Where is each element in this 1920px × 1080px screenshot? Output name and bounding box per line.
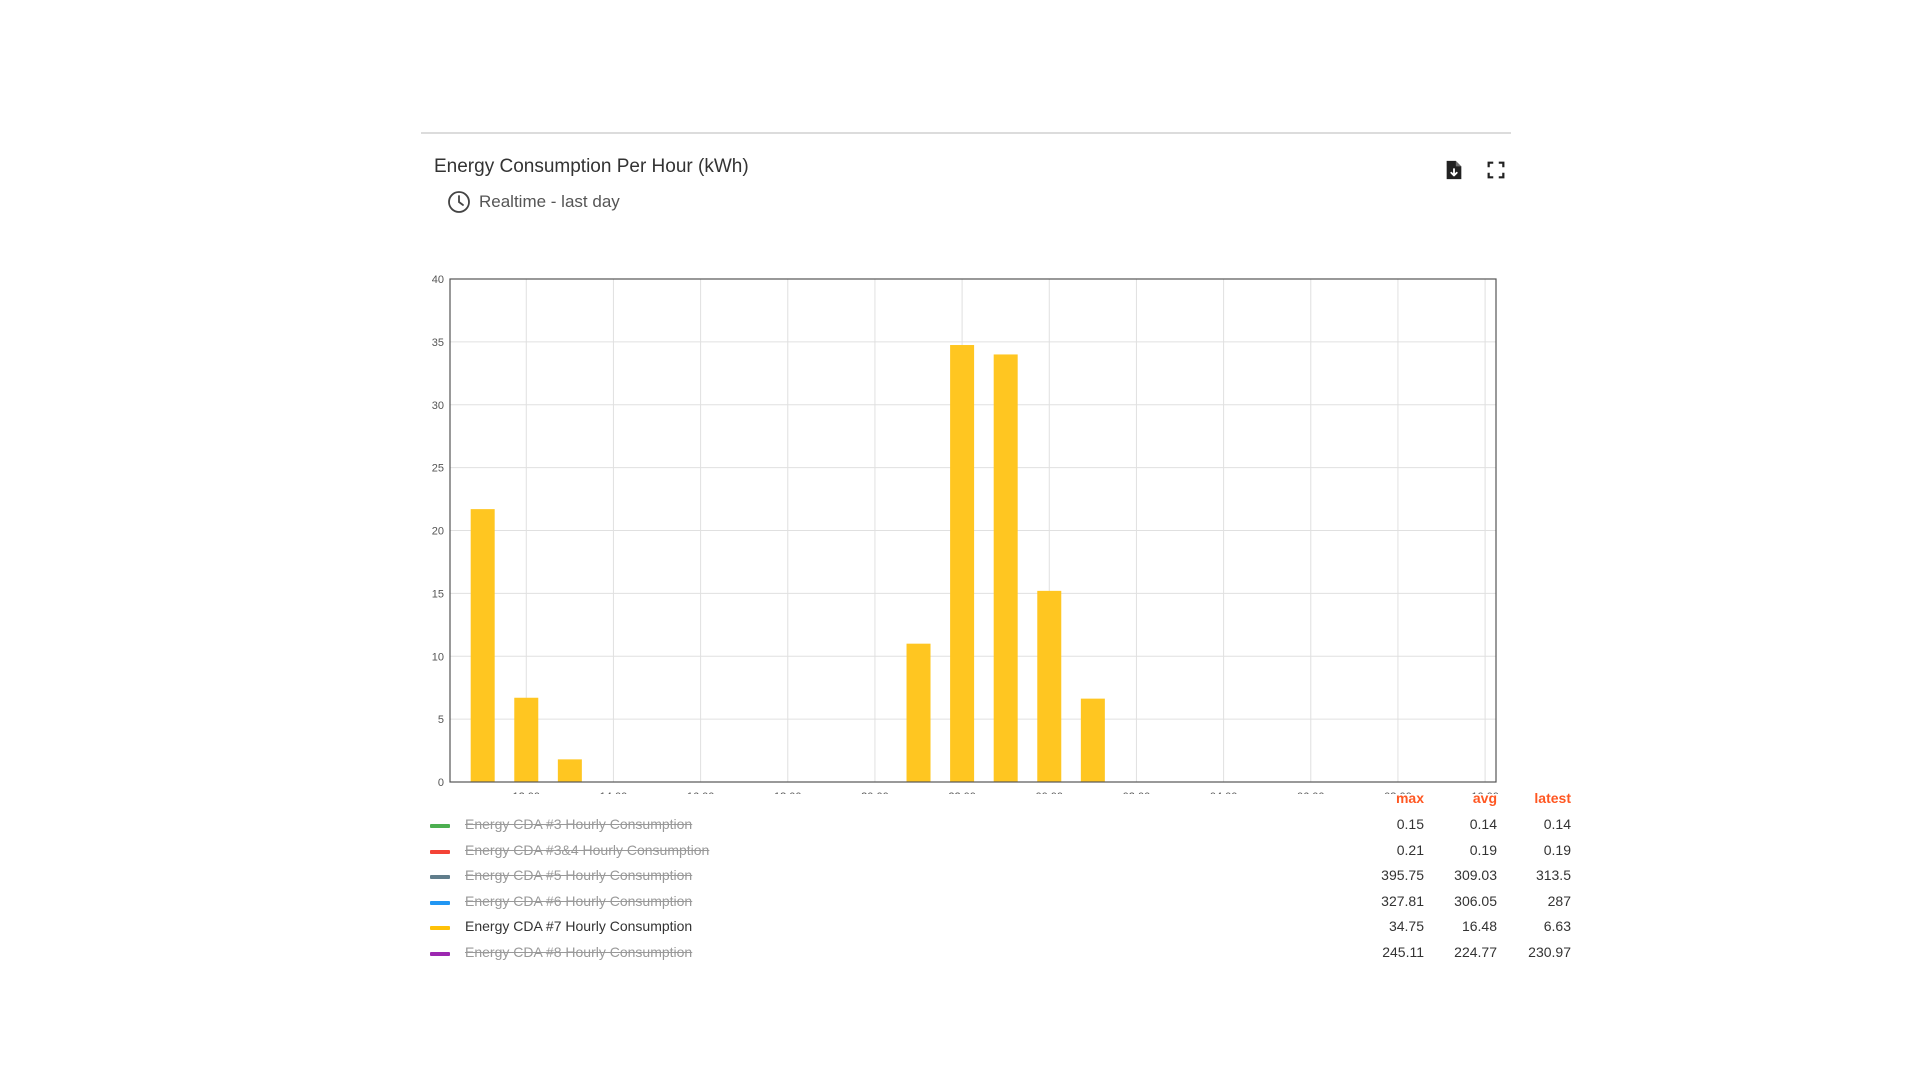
bar-chart: 0 5 10 15 20 25 30 35 40 12:00 14:00 16:00 18:00 20:0…	[432, 274, 1499, 794]
legend-swatch	[430, 824, 450, 828]
legend-value-avg: 0.14	[1469, 816, 1497, 832]
plot-frame	[449, 278, 1497, 783]
x-tick-label: 18:00	[774, 791, 802, 794]
legend-value-latest: 313.5	[1535, 867, 1571, 883]
widget-actions	[1443, 159, 1507, 181]
legend-header-max: max	[1395, 790, 1424, 806]
legend-header-avg: avg	[1472, 790, 1497, 806]
legend-value-max: 395.75	[1381, 867, 1424, 883]
y-tick-label: 15	[432, 588, 444, 600]
x-tick-label: 04:00	[1210, 791, 1238, 794]
legend-value-avg: 16.48	[1461, 918, 1497, 934]
bar	[950, 345, 975, 782]
legend-item[interactable]: Energy CDA #3&4 Hourly Consumption 0.21 0.…	[421, 838, 1571, 864]
bar	[1037, 590, 1062, 782]
chart-area: 0 5 10 15 20 25 30 35 40 12:00 14:00 16:00 18:00 20:0…	[421, 234, 1511, 794]
legend-value-latest: 0.19	[1543, 841, 1571, 858]
legend-swatch	[430, 900, 450, 905]
timewindow-text: Realtime - last day	[479, 192, 620, 211]
bar	[993, 354, 1018, 782]
y-tick-label: 25	[432, 463, 444, 475]
legend-label[interactable]: Energy CDA #3 Hourly Consumption	[465, 816, 693, 832]
y-tick-label: 40	[432, 274, 444, 286]
legend-value-latest: 230.97	[1528, 943, 1571, 960]
x-tick-label: 00:00	[1036, 791, 1064, 794]
timewindow-label[interactable]: Realtime - last day	[447, 190, 620, 214]
x-tick-label: 12:00	[513, 791, 541, 794]
chart-widget: Energy Consumption Per Hour (kWh) Realti…	[421, 132, 1571, 960]
x-tick-label: 16:00	[687, 791, 715, 794]
legend-header-latest: latest	[1534, 790, 1571, 806]
y-tick-label: 0	[438, 777, 444, 789]
legend-value-avg: 224.77	[1454, 943, 1497, 960]
y-tick-label: 20	[432, 526, 444, 538]
x-tick-label: 20:00	[861, 791, 889, 794]
legend-item[interactable]: Energy CDA #7 Hourly Consumption 34.75 16.…	[421, 914, 1571, 940]
legend-item[interactable]: Energy CDA #8 Hourly Consumption 245.11 22…	[421, 940, 1571, 966]
y-tick-label: 30	[432, 400, 444, 412]
x-tick-label: 08:00	[1384, 791, 1412, 794]
bar	[1080, 698, 1105, 782]
y-tick-label: 35	[432, 337, 444, 349]
legend: max avg latest Energy CDA #3 Hourly Cons…	[421, 788, 1571, 966]
legend-value-avg: 0.19	[1469, 841, 1497, 858]
legend-value-max: 0.15	[1396, 816, 1424, 832]
legend-value-max: 245.11	[1382, 943, 1424, 960]
x-tick-label: 02:00	[1123, 791, 1151, 794]
legend-label[interactable]: Energy CDA #5 Hourly Consumption	[465, 867, 693, 883]
x-tick-label: 14:00	[600, 791, 628, 794]
clock-icon	[448, 191, 470, 213]
legend-label[interactable]: Energy CDA #6 Hourly Consumption	[465, 892, 693, 909]
legend-value-max: 0.21	[1396, 841, 1424, 858]
legend-swatch	[430, 849, 450, 854]
bar	[906, 643, 931, 782]
legend-value-latest: 287	[1547, 892, 1571, 909]
bar	[557, 759, 582, 782]
legend-item[interactable]: Energy CDA #6 Hourly Consumption 327.81 30…	[421, 889, 1571, 915]
legend-label[interactable]: Energy CDA #7 Hourly Consumption	[465, 918, 693, 934]
x-tick-label: 10:00	[1471, 791, 1499, 794]
fullscreen-icon[interactable]	[1485, 159, 1507, 181]
widget-title: Energy Consumption Per Hour (kWh)	[434, 156, 749, 177]
legend-label[interactable]: Energy CDA #8 Hourly Consumption	[465, 943, 693, 960]
legend-header: max avg latest	[421, 788, 1571, 812]
export-icon[interactable]	[1443, 159, 1465, 181]
x-tick-label: 22:00	[948, 791, 976, 794]
legend-swatch	[430, 875, 450, 879]
bar	[514, 697, 539, 782]
legend-value-max: 327.81	[1381, 892, 1424, 909]
y-tick-label: 10	[432, 651, 444, 663]
bar	[470, 509, 495, 782]
legend-value-latest: 6.63	[1543, 918, 1571, 934]
legend-value-latest: 0.14	[1543, 816, 1571, 832]
legend-value-max: 34.75	[1388, 918, 1424, 934]
legend-value-avg: 306.05	[1454, 892, 1497, 909]
legend-label[interactable]: Energy CDA #3&4 Hourly Consumption	[465, 841, 710, 858]
legend-swatch	[430, 926, 450, 930]
legend-item[interactable]: Energy CDA #3 Hourly Consumption 0.15 0.14…	[421, 812, 1571, 838]
x-tick-label: 06:00	[1297, 791, 1325, 794]
legend-value-avg: 309.03	[1454, 867, 1497, 883]
y-tick-label: 5	[438, 714, 444, 726]
legend-swatch	[430, 951, 450, 956]
legend-item[interactable]: Energy CDA #5 Hourly Consumption 395.75 30…	[421, 863, 1571, 889]
